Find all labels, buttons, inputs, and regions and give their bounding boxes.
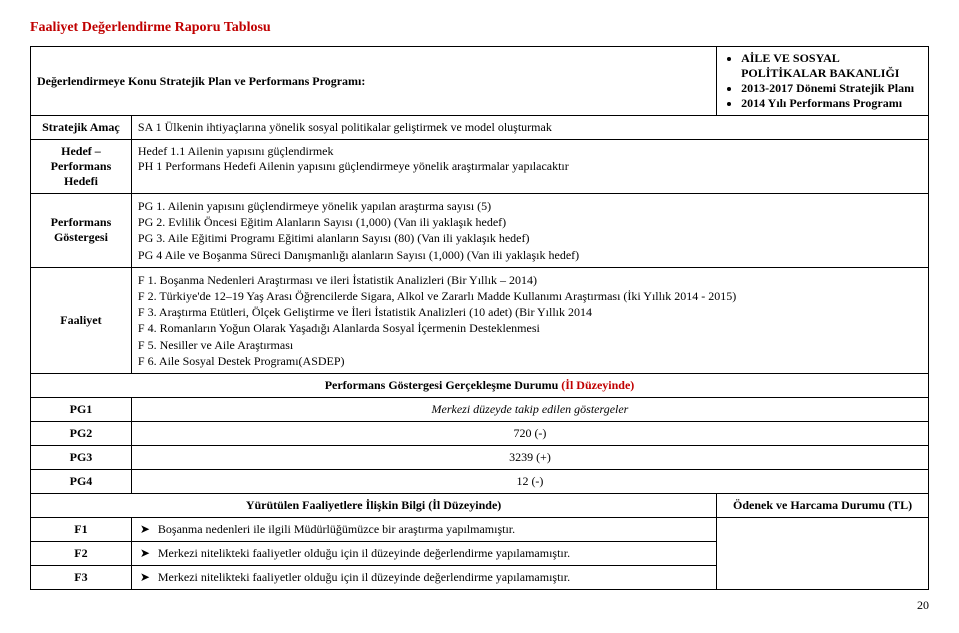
- label-gosterge: Performans Göstergesi: [31, 194, 132, 268]
- f2-desc: Merkezi nitelikteki faaliyetler olduğu i…: [138, 546, 710, 561]
- cell-gosterge: PG 1. Ailenin yapısını güçlendirmeye yön…: [131, 194, 928, 268]
- f1-label: F1: [31, 517, 132, 541]
- pg1-value: Merkezi düzeyde takip edilen göstergeler: [131, 397, 928, 421]
- pg2-label: PG2: [31, 421, 132, 445]
- f1-desc-cell: Boşanma nedenleri ile ilgili Müdürlüğümü…: [131, 517, 716, 541]
- label-amac: Stratejik Amaç: [31, 116, 132, 140]
- report-title: Faaliyet Değerlendirme Raporu Tablosu: [30, 20, 929, 36]
- top-header-right: AİLE VE SOSYAL POLİTİKALAR BAKANLIĞI 201…: [717, 47, 929, 116]
- pg2-text: PG 2. Evlilik Öncesi Eğitim Alanların Sa…: [138, 214, 922, 230]
- pg2-value: 720 (-): [131, 421, 928, 445]
- pg4-value: 12 (-): [131, 469, 928, 493]
- pg3-text: PG 3. Aile Eğitimi Programı Eğitimi alan…: [138, 230, 922, 246]
- perf-header-suffix: (İl Düzeyinde): [561, 378, 634, 392]
- perf-header-text: Performans Göstergesi Gerçekleşme Durumu: [325, 378, 559, 392]
- top-header-left: Değerlendirmeye Konu Stratejik Plan ve P…: [31, 47, 717, 116]
- cell-faaliyet: F 1. Boşanma Nedenleri Araştırması ve il…: [131, 267, 928, 373]
- cell-amac: SA 1 Ülkenin ihtiyaçlarına yönelik sosya…: [131, 116, 928, 140]
- perf-section-header: Performans Göstergesi Gerçekleşme Durumu…: [31, 373, 929, 397]
- pg4-text: PG 4 Aile ve Boşanma Süreci Danışmanlığı…: [138, 247, 922, 263]
- bottom-right-header: Ödenek ve Harcama Durumu (TL): [717, 493, 929, 517]
- cell-hedef: Hedef 1.1 Ailenin yapısını güçlendirmek …: [131, 140, 928, 194]
- label-hedef: Hedef – Performans Hedefi: [31, 140, 132, 194]
- f6-text: F 6. Aile Sosyal Destek Programı(ASDEP): [138, 353, 922, 369]
- bullet-plan: 2013-2017 Dönemi Stratejik Planı: [741, 81, 922, 96]
- f2-text: F 2. Türkiye'de 12–19 Yaş Arası Öğrencil…: [138, 288, 922, 304]
- pg1-label: PG1: [31, 397, 132, 421]
- pg3-label: PG3: [31, 445, 132, 469]
- pg1-text: PG 1. Ailenin yapısını güçlendirmeye yön…: [138, 198, 922, 214]
- label-faaliyet: Faaliyet: [31, 267, 132, 373]
- bullet-program: 2014 Yılı Performans Programı: [741, 96, 922, 111]
- hedef-line1: Hedef 1.1 Ailenin yapısını güçlendirmek: [138, 144, 922, 159]
- f1-text: F 1. Boşanma Nedenleri Araştırması ve il…: [138, 272, 922, 288]
- f3-desc-cell: Merkezi nitelikteki faaliyetler olduğu i…: [131, 565, 716, 589]
- pg3-value: 3239 (+): [131, 445, 928, 469]
- bottom-left-header: Yürütülen Faaliyetlere İlişkin Bilgi (İl…: [31, 493, 717, 517]
- page-number: 20: [30, 598, 929, 613]
- f3-text: F 3. Araştırma Etütleri, Ölçek Geliştirm…: [138, 304, 922, 320]
- budget-cell: [717, 517, 929, 589]
- pg4-label: PG4: [31, 469, 132, 493]
- f3-label: F3: [31, 565, 132, 589]
- f3-desc: Merkezi nitelikteki faaliyetler olduğu i…: [138, 570, 710, 585]
- hedef-line2: PH 1 Performans Hedefi Ailenin yapısını …: [138, 159, 922, 174]
- report-table: Değerlendirmeye Konu Stratejik Plan ve P…: [30, 46, 929, 590]
- f5-text: F 5. Nesiller ve Aile Araştırması: [138, 337, 922, 353]
- bullet-ministry: AİLE VE SOSYAL POLİTİKALAR BAKANLIĞI: [741, 51, 922, 81]
- f2-label: F2: [31, 541, 132, 565]
- f4-text: F 4. Romanların Yoğun Olarak Yaşadığı Al…: [138, 320, 922, 336]
- f1-desc: Boşanma nedenleri ile ilgili Müdürlüğümü…: [138, 522, 710, 537]
- f2-desc-cell: Merkezi nitelikteki faaliyetler olduğu i…: [131, 541, 716, 565]
